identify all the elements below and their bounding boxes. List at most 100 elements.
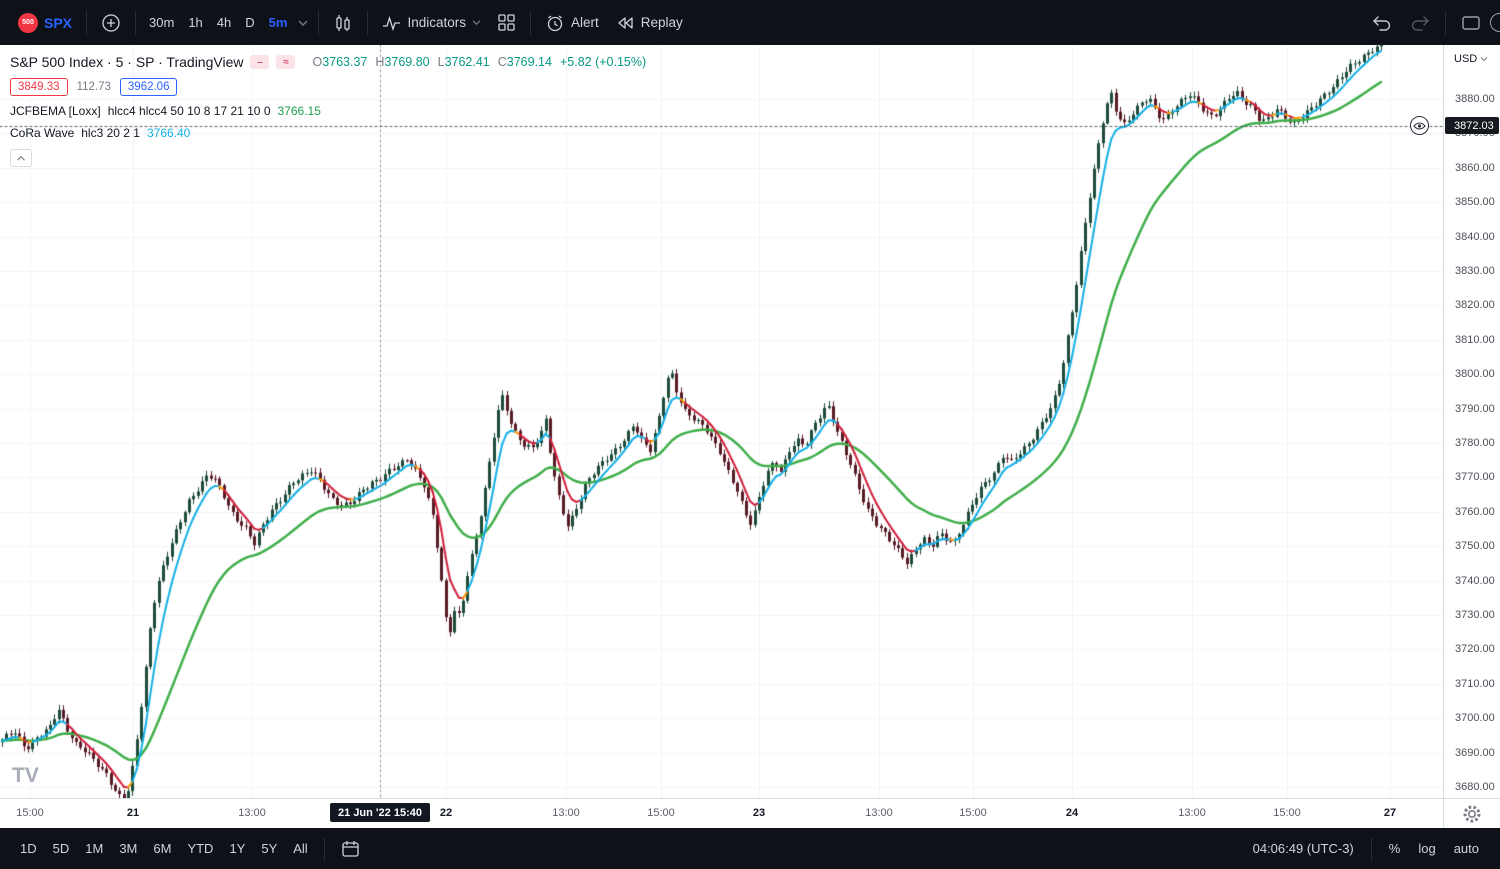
price-axis-currency-dropdown[interactable]: USD	[1454, 53, 1488, 65]
high-value: 3769.80	[384, 55, 430, 69]
range-all[interactable]: All	[293, 841, 308, 856]
range-5d[interactable]: 5D	[52, 841, 70, 856]
range-6m[interactable]: 6M	[153, 841, 172, 856]
rectangle-panel-icon	[1462, 15, 1480, 30]
symbol-button[interactable]: 500 SPX	[10, 8, 80, 38]
chevron-up-icon	[17, 155, 25, 161]
indicator-row[interactable]: JCFBEMA [Loxx] hlcc4 hlcc4 50 10 8 17 21…	[10, 104, 646, 118]
time-axis-label: 21	[126, 807, 140, 819]
last-price-tag: 3872.03	[1445, 117, 1499, 135]
percent-scale-button[interactable]: %	[1388, 841, 1401, 856]
priceline-eye-button[interactable]	[1410, 116, 1429, 136]
replay-label: Replay	[640, 15, 683, 30]
indicators-button[interactable]: Indicators	[374, 9, 489, 37]
toolbar-circle-icon[interactable]	[1490, 13, 1500, 32]
auto-scale-button[interactable]: auto	[1453, 841, 1479, 856]
candlestick-icon	[336, 14, 351, 31]
indicator-name: JCFBEMA [Loxx]	[10, 104, 101, 118]
close-label: C	[497, 55, 507, 69]
high-label: H	[375, 55, 385, 69]
crosshair-time-label: 21 Jun '22 15:40	[330, 803, 430, 822]
indicator-value: 3766.15	[277, 104, 321, 118]
bottom-toolbar: 1D 5D 1M 3M 6M YTD 1Y 5Y All 04:06:49 (UTC-3) % …	[0, 828, 1500, 869]
price-axis-label: 3780.00	[1455, 437, 1495, 449]
currency-label: USD	[1454, 53, 1478, 65]
change-value: +5.82 (+0.15%)	[559, 55, 647, 69]
target-price-badge[interactable]: 3962.06	[119, 78, 178, 96]
price-axis-label: 3840.00	[1455, 230, 1495, 243]
log-scale-button[interactable]: log	[1418, 841, 1436, 856]
time-axis-label: 15:00	[647, 807, 675, 819]
sp500-logo-icon: 500	[18, 12, 38, 33]
top-toolbar: 500 SPX 30m 1h 4h D 5m	[0, 0, 1500, 45]
timeframe-1h[interactable]: 1h	[188, 15, 203, 30]
range-3m[interactable]: 3M	[119, 841, 138, 856]
price-axis-label: 3850.00	[1455, 196, 1495, 209]
undo-button[interactable]	[1363, 8, 1401, 38]
alarm-clock-icon	[547, 14, 563, 31]
plus-icon	[102, 13, 120, 32]
timeframe-dropdown-button[interactable]	[294, 14, 312, 32]
redo-button[interactable]	[1401, 8, 1439, 38]
indicator-params: hlc3 20 2 1	[81, 126, 140, 140]
range-1m[interactable]: 1M	[85, 841, 104, 856]
range-value: 112.73	[76, 81, 111, 93]
range-5y[interactable]: 5Y	[261, 841, 278, 856]
chevron-down-icon	[472, 20, 481, 26]
range-1y[interactable]: 1Y	[229, 841, 246, 856]
timeframe-4h[interactable]: 4h	[216, 15, 232, 30]
legend-collapse-button[interactable]	[10, 149, 32, 167]
time-axis-label: 13:00	[1178, 807, 1206, 819]
range-group: 1D 5D 1M 3M 6M YTD 1Y 5Y All	[12, 837, 316, 860]
time-axis-label: 13:00	[238, 807, 266, 819]
price-axis-label: 3830.00	[1455, 265, 1495, 277]
legend-wave-icon[interactable]: ≈	[276, 55, 296, 69]
indicator-row[interactable]: CoRa Wave hlc3 20 2 1 3766.40	[10, 126, 646, 140]
chevron-down-icon	[1480, 57, 1488, 62]
price-axis-label: 3680.00	[1455, 781, 1495, 793]
open-label: O	[312, 55, 323, 69]
toolbar-separator	[367, 10, 369, 35]
toolbar-separator	[1370, 837, 1372, 860]
price-axis-label: 3700.00	[1455, 712, 1495, 725]
price-axis-label: 3770.00	[1455, 471, 1495, 484]
indicator-value: 3766.40	[146, 126, 191, 140]
toolbar-separator	[529, 10, 531, 35]
indicator-name: CoRa Wave	[10, 126, 75, 140]
layout-grid-button[interactable]	[489, 8, 524, 37]
timeframe-group: 30m 1h 4h D 5m	[142, 10, 294, 35]
replay-icon	[618, 16, 633, 29]
time-axis[interactable]: 15:00 21 13:00 22 13:00 15:00 23 13:00 15:00 24 13…	[0, 798, 1443, 828]
price-axis[interactable]: USD 3880.003870.003860.003850.003840.003…	[1443, 45, 1500, 798]
go-to-date-button[interactable]	[333, 835, 368, 863]
chart-canvas[interactable]	[0, 45, 1443, 798]
layout-panel-button[interactable]	[1452, 8, 1490, 38]
alert-button[interactable]: Alert	[537, 8, 607, 38]
timeframe-30m[interactable]: 30m	[149, 15, 175, 30]
price-axis-label: 3730.00	[1455, 609, 1495, 621]
time-axis-label: 13:00	[865, 807, 893, 819]
toolbar-separator	[318, 10, 320, 35]
chart-legend-title[interactable]: S&P 500 Index · 5 · SP · TradingView	[10, 54, 244, 70]
legend-dash-icon[interactable]: –	[250, 55, 270, 69]
range-ytd[interactable]: YTD	[187, 841, 214, 856]
timeframe-5m[interactable]: 5m	[268, 15, 288, 30]
timeframe-D[interactable]: D	[245, 15, 255, 30]
stop-price-badge[interactable]: 3849.33	[10, 78, 68, 96]
clock-display[interactable]: 04:06:49 (UTC-3)	[1252, 841, 1354, 856]
range-1d[interactable]: 1D	[20, 841, 37, 856]
add-symbol-button[interactable]	[93, 8, 129, 38]
low-label: L	[437, 55, 445, 69]
toolbar-separator	[323, 837, 325, 860]
axis-corner	[1443, 798, 1500, 828]
toolbar-separator	[1445, 10, 1446, 35]
alert-label: Alert	[570, 15, 599, 30]
indicators-icon	[383, 15, 401, 31]
price-axis-label: 3720.00	[1455, 643, 1495, 656]
chart-style-button[interactable]	[325, 8, 361, 38]
settings-gear-icon[interactable]	[1461, 803, 1483, 825]
price-axis-label: 3860.00	[1455, 161, 1495, 174]
price-axis-label: 3750.00	[1455, 540, 1495, 553]
tradingview-watermark: TV	[12, 764, 39, 787]
replay-button[interactable]: Replay	[607, 10, 691, 36]
